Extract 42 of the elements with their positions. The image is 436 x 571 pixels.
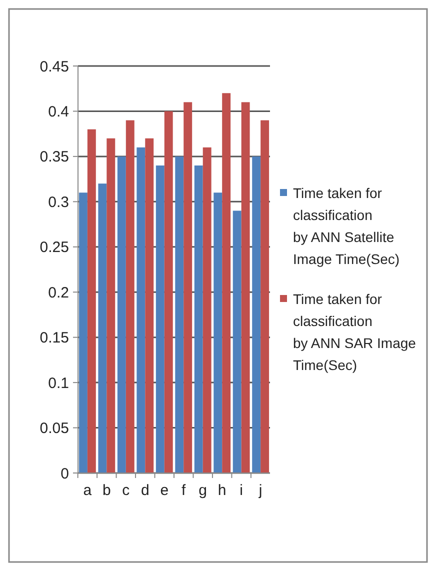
bar (241, 102, 250, 473)
x-tick-label: j (258, 482, 262, 499)
bar (164, 111, 173, 473)
bar (145, 138, 154, 473)
bar (175, 156, 184, 473)
bar (222, 93, 231, 473)
bar (78, 192, 88, 473)
bar (106, 138, 116, 473)
bar (156, 165, 164, 473)
bar (252, 156, 261, 473)
y-tick-label: 0.3 (48, 194, 69, 211)
y-tick-label: 0 (60, 465, 69, 482)
bar (136, 147, 146, 473)
bar (194, 165, 203, 473)
y-tick-label: 0.4 (48, 103, 69, 120)
y-tick-label: 0.25 (40, 239, 69, 256)
y-tick-label: 0.2 (48, 284, 69, 302)
x-tick-label: b (102, 482, 111, 499)
y-tick-label: 0.45 (40, 58, 69, 76)
y-tick-label: 0.05 (40, 420, 69, 438)
y-tick-label: 0.35 (40, 148, 69, 166)
bar (117, 156, 126, 473)
bar (98, 184, 107, 473)
legend-label: Time taken for classification by ANN Satellite Image Time(Sec) (293, 185, 400, 267)
legend-label: Time taken for classification by ANN SAR Image Time(Sec) (293, 291, 416, 373)
x-tick-label: h (218, 482, 226, 499)
bar (202, 147, 212, 473)
bar (214, 192, 222, 473)
bar (126, 120, 134, 473)
x-tick-label: g (198, 482, 208, 499)
x-tick-label: a (83, 482, 92, 499)
bar (232, 210, 242, 473)
bar (184, 102, 192, 473)
x-tick-label: f (182, 482, 187, 499)
x-tick-label: d (140, 482, 150, 499)
y-tick-label: 0.1 (48, 374, 69, 392)
x-tick-label: e (160, 482, 169, 499)
x-tick-label: c (122, 482, 130, 499)
bar (260, 120, 270, 473)
x-tick-label: i (240, 482, 244, 499)
bar (87, 129, 96, 473)
y-tick-label: 0.15 (40, 330, 69, 347)
